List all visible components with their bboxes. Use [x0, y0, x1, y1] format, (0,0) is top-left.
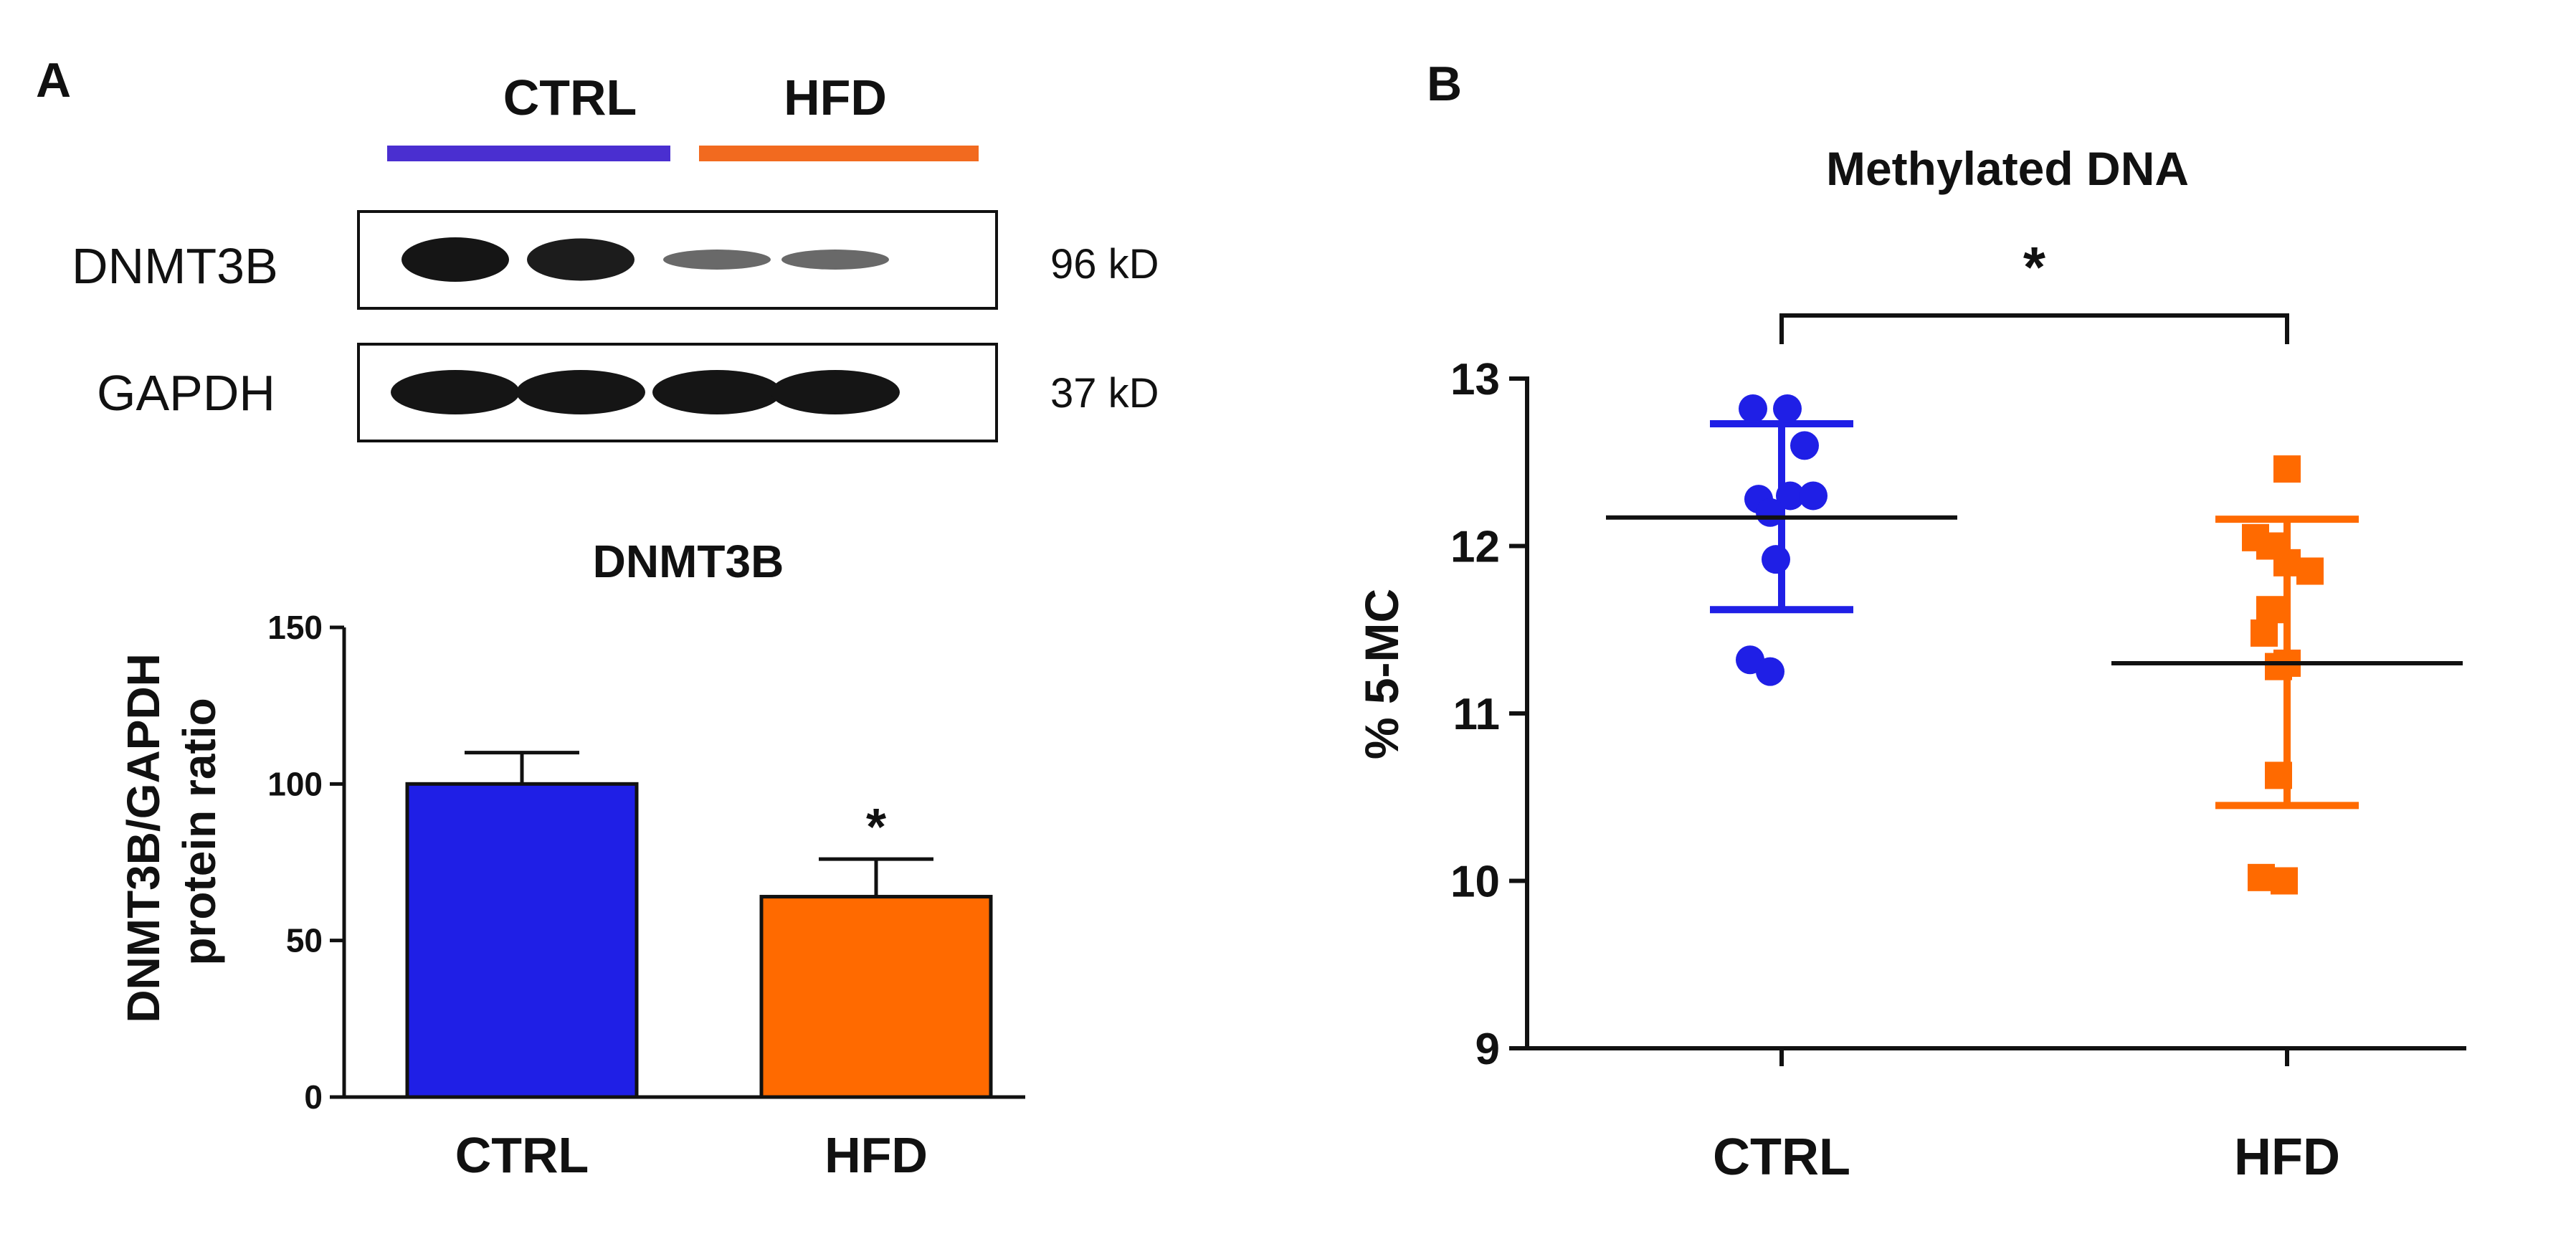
blot-row-protein: DNMT3B: [72, 238, 278, 294]
blot-band: [516, 370, 645, 414]
bar-hfd: [759, 895, 993, 1099]
blot-row-protein: GAPDH: [97, 365, 275, 421]
scatter-y-tick-label: 12: [1450, 523, 1500, 572]
panel-a-label: A: [36, 53, 71, 108]
scatter-point-ctrl: [1799, 481, 1828, 511]
scatter-point-ctrl: [1756, 498, 1784, 527]
scatter-chart-y-label: % 5-MC: [1355, 589, 1408, 759]
scatter-point-hfd: [2265, 652, 2292, 680]
bar-significance-marker: *: [866, 799, 886, 856]
scatter-point-ctrl: [1773, 394, 1802, 424]
scatter-point-hfd: [2273, 455, 2301, 483]
scatter-y-tick-label: 9: [1475, 1025, 1500, 1074]
bar-y-tick-label: 0: [304, 1078, 323, 1116]
western-blot: CTRL HFD DNMT3B 96 kD GAPDH 37 kD: [72, 70, 1159, 442]
scatter-point-ctrl: [1739, 394, 1767, 424]
scatter-y-tick-label: 13: [1450, 355, 1500, 404]
blot-band: [527, 238, 635, 281]
bar-y-tick-label: 50: [286, 922, 323, 959]
scatter-point-ctrl: [1762, 545, 1790, 574]
scatter-x-tick-label: CTRL: [1713, 1129, 1850, 1186]
scatter-chart: Methylated DNA % 5-MC 9 10 11 12 13 CTRL HFD *: [1355, 142, 2466, 1186]
blot-band: [771, 370, 900, 414]
scatter-y-tick-label: 10: [1450, 858, 1500, 907]
scatter-point-hfd: [2273, 549, 2301, 576]
scatter-point-ctrl: [1756, 657, 1784, 686]
blot-row-mw: 37 kD: [1050, 370, 1159, 417]
bar-y-tick-label: 150: [267, 609, 323, 646]
blot-group-ctrl-label: CTRL: [503, 70, 637, 125]
scatter-point-hfd: [2265, 761, 2292, 789]
bar-chart-y-label-line-2: protein ratio: [174, 698, 225, 965]
blot-band: [391, 370, 520, 414]
blot-band: [663, 250, 771, 270]
bar-chart-title: DNMT3B: [593, 536, 784, 587]
scatter-point-hfd: [2248, 863, 2275, 891]
bar-x-tick-label: HFD: [824, 1127, 928, 1183]
blot-group-ctrl-line: [387, 146, 670, 161]
blot-band: [781, 250, 889, 270]
scatter-point-ctrl: [1790, 431, 1819, 460]
scatter-y-tick-label: 11: [1453, 690, 1500, 739]
blot-band: [401, 237, 509, 282]
bar-y-tick-label: 100: [267, 765, 323, 802]
panel-b-label: B: [1427, 57, 1462, 111]
scatter-point-hfd: [2271, 867, 2298, 895]
scatter-significance-marker: *: [2023, 235, 2046, 299]
scatter-significance-bracket: [1779, 313, 2289, 344]
scatter-point-hfd: [2251, 619, 2278, 647]
blot-row-mw: 96 kD: [1050, 241, 1159, 288]
scatter-point-ctrl: [1776, 481, 1805, 511]
scatter-point-hfd: [2296, 557, 2324, 585]
bar-chart-y-label: DNMT3B/GAPDH protein ratio: [118, 640, 225, 1022]
blot-bands-dnmt3b: [401, 237, 889, 282]
bar-x-tick-label: CTRL: [455, 1127, 589, 1183]
scatter-x-tick-label: HFD: [2234, 1129, 2340, 1186]
blot-band: [652, 370, 781, 414]
bar-chart: DNMT3B DNMT3B/GAPDH protein ratio 0 50 100…: [118, 536, 1025, 1183]
scatter-chart-title: Methylated DNA: [1826, 142, 2189, 195]
scatter-point-hfd: [2256, 596, 2283, 624]
blot-bands-gapdh: [391, 370, 900, 414]
bar-chart-y-label-line-1: DNMT3B/GAPDH: [118, 653, 169, 1023]
blot-group-hfd-line: [699, 146, 979, 161]
bar-ctrl: [405, 782, 639, 1099]
blot-group-hfd-label: HFD: [784, 70, 887, 125]
